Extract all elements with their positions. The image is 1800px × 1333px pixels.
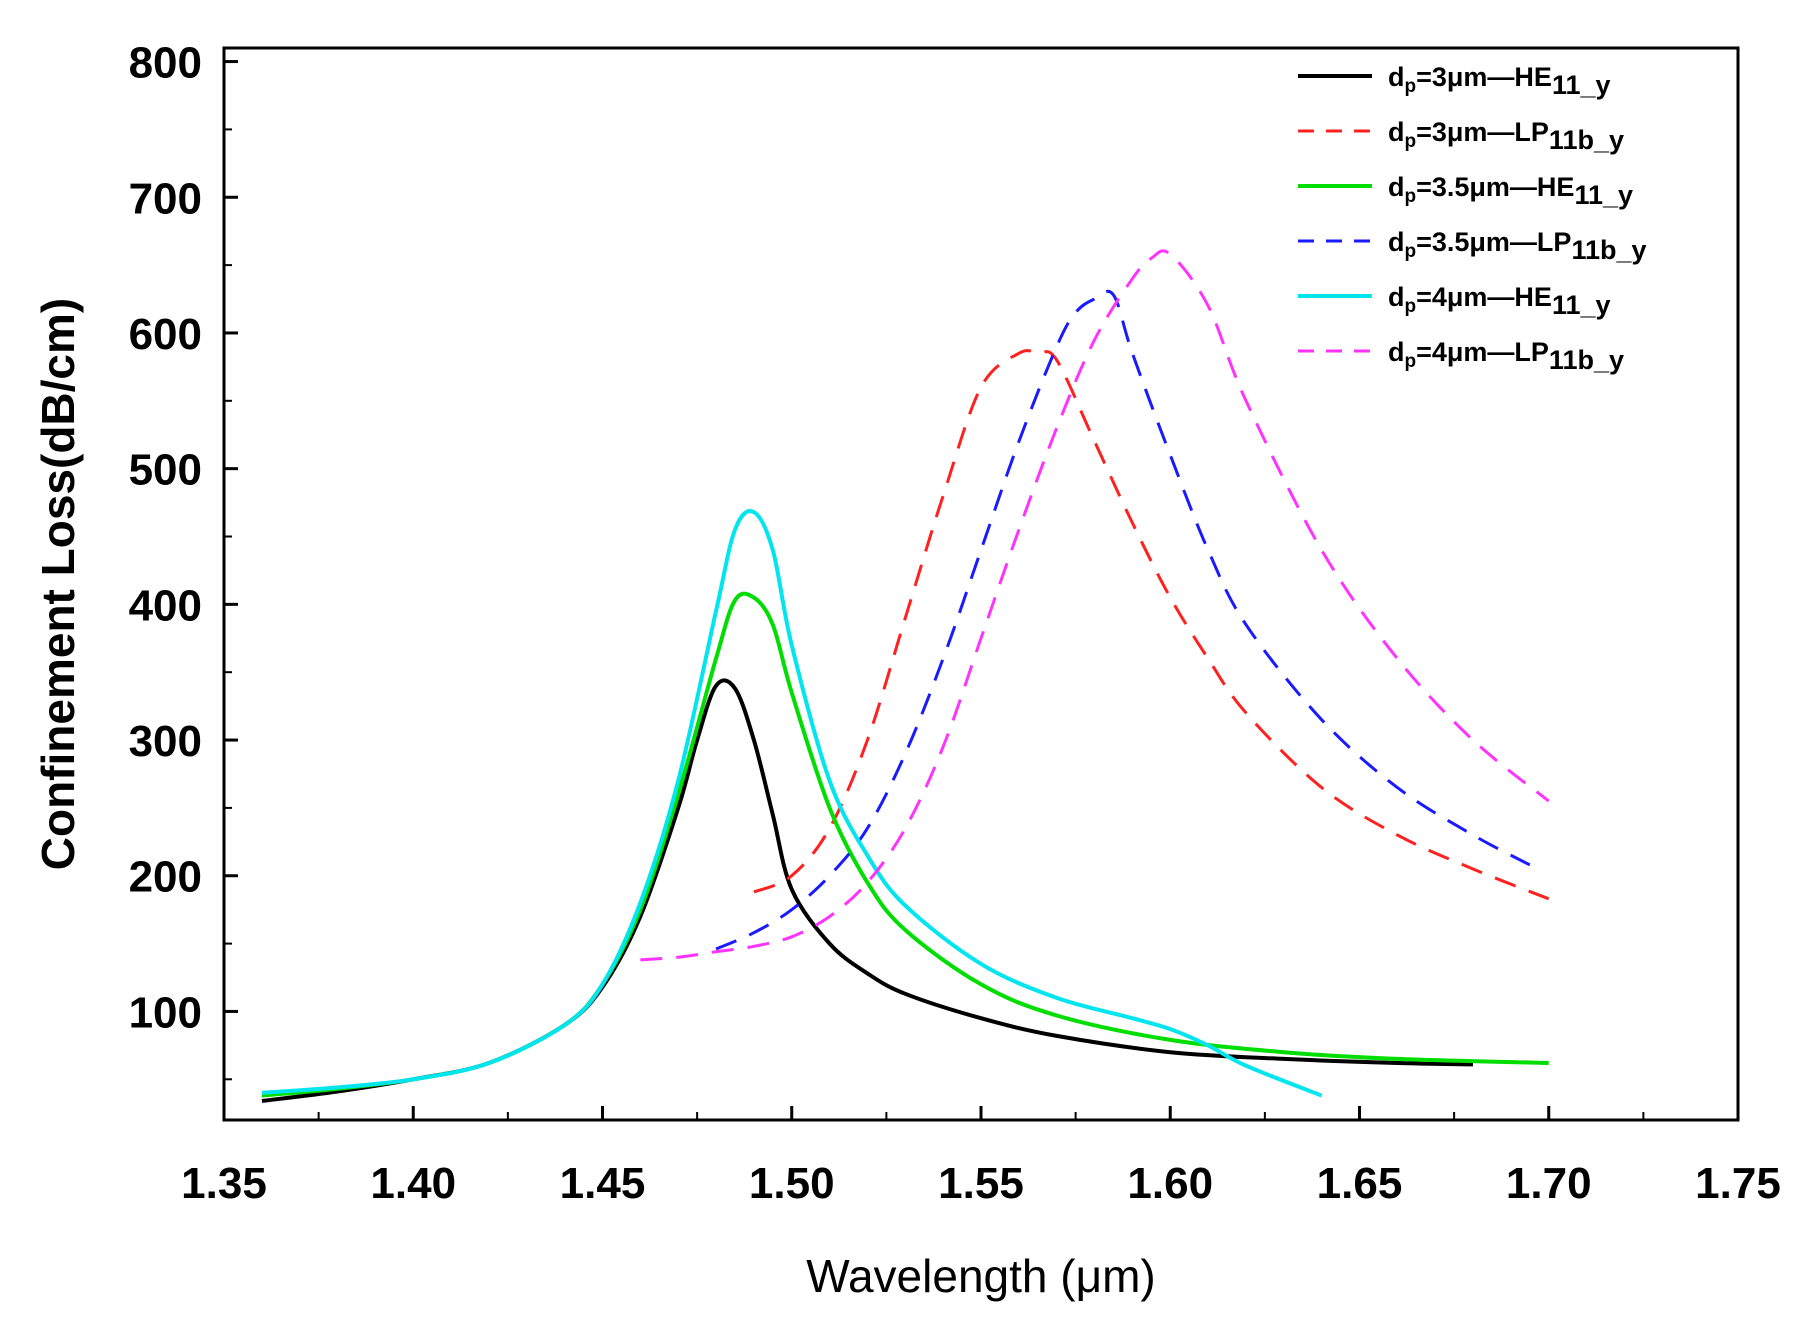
legend-text-part: 11b_y xyxy=(1549,345,1624,375)
legend-label-6: dp=4μm—LP11b_y xyxy=(1388,337,1624,375)
legend-label-4: dp=3.5μm—LP11b_y xyxy=(1388,227,1647,265)
y-tick-label: 500 xyxy=(129,446,202,495)
legend-text-part: p xyxy=(1405,186,1417,207)
legend-label-3: dp=3.5μm—HE11_y xyxy=(1388,172,1633,210)
legend-text-part: 11_y xyxy=(1574,180,1633,210)
legend-text-part: =4μm—HE xyxy=(1416,282,1552,312)
legend-text-part: p xyxy=(1405,351,1417,372)
plot-frame xyxy=(222,46,1740,1122)
y-tick-label: 600 xyxy=(129,310,202,359)
legend-label-2: dp=3μm—LP11b_y xyxy=(1388,117,1624,155)
legend-text-part: d xyxy=(1388,117,1405,147)
legend-text-part: d xyxy=(1388,282,1405,312)
x-tick-label: 1.75 xyxy=(1695,1159,1781,1208)
y-tick-label: 300 xyxy=(129,717,202,766)
y-tick-label: 700 xyxy=(129,174,202,223)
legend-text-part: 11_y xyxy=(1552,290,1611,320)
legend-text-part: =3μm—HE xyxy=(1416,62,1552,92)
legend: dp=3μm—HE11_ydp=3μm—LP11b_ydp=3.5μm—HE11… xyxy=(1298,62,1647,375)
legend-text-part: 11b_y xyxy=(1549,125,1624,155)
x-tick-label: 1.40 xyxy=(370,1159,456,1208)
legend-text-part: =3.5μm—HE xyxy=(1416,172,1574,202)
legend-text-part: d xyxy=(1388,172,1405,202)
legend-text-part: 11_y xyxy=(1552,70,1611,100)
legend-text-part: p xyxy=(1405,76,1417,97)
series-line-2 xyxy=(753,349,1550,901)
x-tick-label: 1.45 xyxy=(560,1159,646,1208)
x-axis-title: Wavelength (μm) xyxy=(806,1250,1155,1302)
series-line-4 xyxy=(715,289,1531,951)
y-tick-label: 200 xyxy=(129,853,202,902)
legend-text-part: =4μm—LP xyxy=(1416,337,1549,367)
y-tick-label: 100 xyxy=(129,988,202,1037)
legend-text-part: p xyxy=(1405,296,1417,317)
y-axis-ticks: 100 200 300 400 500 600 700 800 xyxy=(129,39,238,1081)
legend-label-1: dp=3μm—HE11_y xyxy=(1388,62,1611,100)
series-line-6 xyxy=(640,249,1550,962)
legend-text-part: p xyxy=(1405,241,1417,262)
legend-text-part: d xyxy=(1388,62,1405,92)
series-layer xyxy=(261,249,1550,1103)
x-tick-label: 1.65 xyxy=(1317,1159,1403,1208)
series-line-5 xyxy=(261,509,1323,1098)
x-tick-label: 1.35 xyxy=(181,1159,267,1208)
x-tick-label: 1.70 xyxy=(1506,1159,1592,1208)
y-tick-label: 400 xyxy=(129,581,202,630)
legend-text-part: d xyxy=(1388,337,1405,367)
legend-text-part: 11b_y xyxy=(1571,235,1646,265)
x-tick-label: 1.55 xyxy=(938,1159,1024,1208)
y-tick-label: 800 xyxy=(129,39,202,88)
x-tick-label: 1.60 xyxy=(1127,1159,1213,1208)
legend-text-part: d xyxy=(1388,227,1405,257)
x-tick-label: 1.50 xyxy=(749,1159,835,1208)
series-line-3 xyxy=(261,591,1549,1098)
legend-text-part: =3μm—LP xyxy=(1416,117,1549,147)
y-axis-title: Confinement Loss(dB/cm) xyxy=(32,298,84,870)
legend-text-part: =3.5μm—LP xyxy=(1416,227,1571,257)
legend-label-5: dp=4μm—HE11_y xyxy=(1388,282,1611,320)
x-axis-ticks: 1.35 1.40 1.45 1.50 1.55 1.60 1.65 1.70 1.75 xyxy=(181,1106,1781,1208)
legend-text-part: p xyxy=(1405,131,1417,152)
